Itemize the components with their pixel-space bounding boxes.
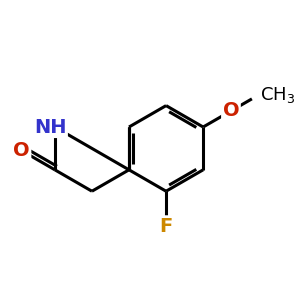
- Text: O: O: [13, 141, 30, 160]
- Text: F: F: [160, 217, 173, 236]
- Text: CH$_3$: CH$_3$: [260, 85, 296, 105]
- Text: NH: NH: [34, 118, 66, 136]
- Text: O: O: [223, 101, 239, 121]
